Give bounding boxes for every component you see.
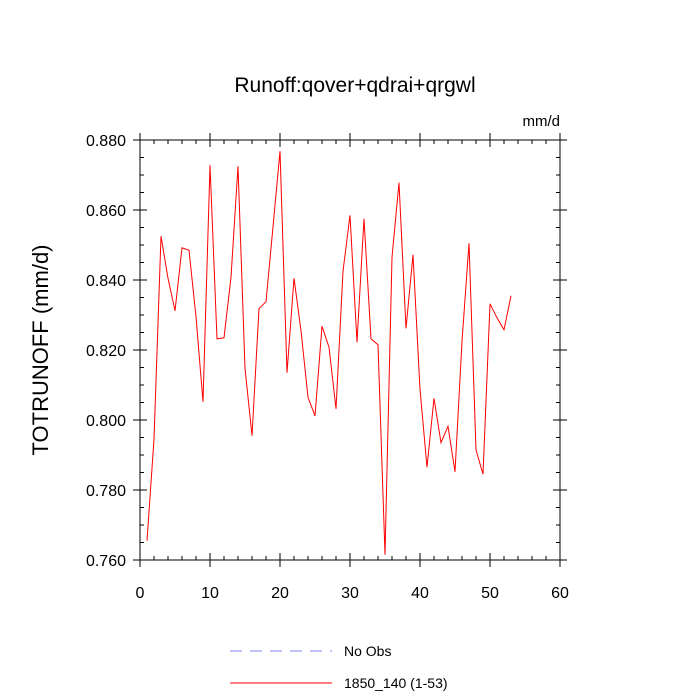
series-layer [146, 151, 512, 555]
series-line [146, 151, 512, 555]
x-tick-label: 0 [136, 585, 145, 602]
y-tick-label: 0.780 [86, 483, 126, 500]
units-label: mm/d [523, 113, 561, 130]
x-tick-label: 10 [201, 585, 219, 602]
axis-ticks [133, 133, 567, 567]
x-tick-label: 60 [551, 585, 569, 602]
legend: No Obs 1850_140 (1-53) [230, 643, 448, 691]
y-tick-label: 0.840 [86, 273, 126, 290]
chart-title: Runoff:qover+qdrai+qrgwl [234, 74, 475, 97]
x-tick-label: 20 [271, 585, 289, 602]
x-tick-label: 50 [481, 585, 499, 602]
y-tick-label: 0.860 [86, 203, 126, 220]
y-tick-label: 0.800 [86, 413, 126, 430]
y-axis-label: TOTRUNOFF (mm/d) [28, 244, 53, 455]
y-tick-label: 0.760 [86, 553, 126, 570]
x-tick-label: 30 [341, 585, 359, 602]
y-tick-label: 0.880 [86, 133, 126, 150]
x-tick-label: 40 [411, 585, 429, 602]
legend-label: 1850_140 (1-53) [344, 675, 448, 691]
tick-labels: 0 10 20 30 40 50 60 0.760 0.780 0.800 0.820 0.840 0.… [86, 133, 569, 602]
y-tick-label: 0.820 [86, 343, 126, 360]
legend-label: No Obs [344, 643, 391, 659]
plot-frame [139, 139, 561, 561]
